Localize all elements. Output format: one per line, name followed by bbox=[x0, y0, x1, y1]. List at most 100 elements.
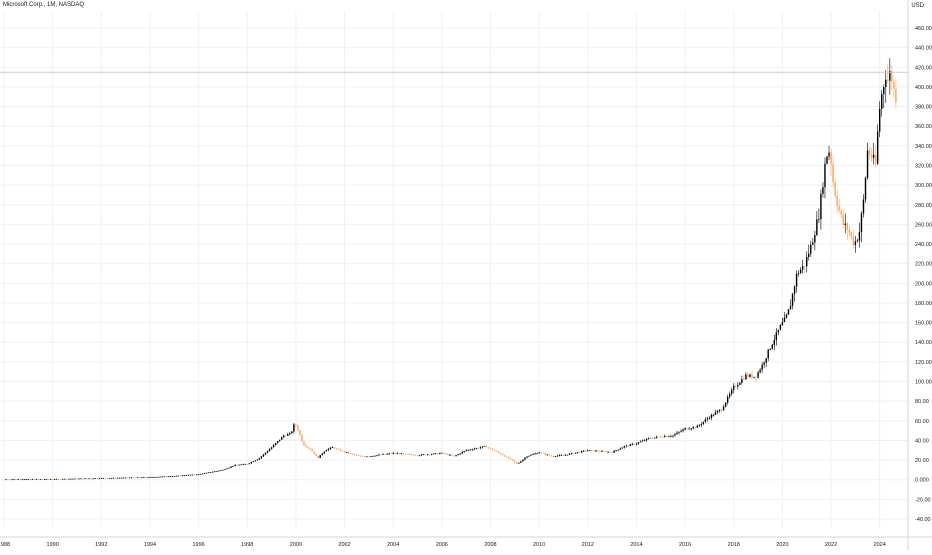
candle-body bbox=[465, 450, 467, 452]
candle-body bbox=[270, 447, 273, 450]
x-tick-label: 2012 bbox=[582, 542, 594, 548]
x-tick-label: 2006 bbox=[436, 542, 448, 548]
candle-body bbox=[716, 410, 719, 413]
candle-body bbox=[325, 450, 328, 452]
y-tick-label: 20.00 bbox=[915, 458, 929, 464]
candle-body bbox=[100, 478, 103, 479]
candle-body bbox=[35, 479, 38, 480]
candle-body bbox=[29, 479, 32, 480]
candle-body bbox=[151, 476, 153, 478]
candle-body bbox=[291, 431, 293, 434]
candle-body bbox=[812, 242, 814, 245]
candle-body bbox=[759, 369, 761, 373]
candle-body bbox=[404, 453, 407, 455]
candle-body bbox=[724, 402, 727, 407]
candle-body bbox=[589, 450, 591, 451]
candle-body bbox=[19, 479, 21, 481]
y-tick-label: -40.00 bbox=[915, 517, 931, 523]
candle-body bbox=[714, 412, 717, 415]
candle-body bbox=[43, 479, 46, 480]
candle-body bbox=[615, 450, 617, 452]
candle-body bbox=[528, 455, 530, 457]
candle-body bbox=[264, 452, 267, 455]
candle-body bbox=[820, 193, 822, 220]
candle-body bbox=[141, 477, 143, 479]
candle-body bbox=[583, 450, 585, 452]
candle-body bbox=[62, 478, 64, 480]
candle-body bbox=[374, 455, 376, 457]
candle-body bbox=[205, 472, 208, 474]
candle-body bbox=[220, 470, 222, 472]
chart-title: Microsoft Corp., 1M, NASDAQ bbox=[3, 2, 85, 8]
candle-body bbox=[617, 449, 619, 451]
candle-body bbox=[147, 477, 149, 479]
x-tick-label: 2020 bbox=[776, 542, 788, 548]
candle-body bbox=[351, 453, 354, 455]
candle-body bbox=[656, 436, 658, 438]
candle-body bbox=[358, 455, 360, 457]
candle-body bbox=[737, 384, 739, 387]
candle-body bbox=[688, 428, 690, 430]
candle-body bbox=[25, 479, 28, 480]
candle-body bbox=[883, 87, 885, 95]
candle-body bbox=[459, 453, 461, 455]
candle-body bbox=[305, 445, 307, 447]
candle-body bbox=[159, 476, 161, 478]
candle-body bbox=[175, 475, 178, 477]
candle-body bbox=[789, 305, 792, 310]
candle-body bbox=[258, 458, 261, 460]
candle-body bbox=[514, 460, 516, 463]
candle-body bbox=[327, 448, 330, 451]
x-tick-label: 2004 bbox=[387, 542, 399, 548]
candle-body bbox=[793, 286, 796, 294]
candle-body bbox=[179, 475, 182, 477]
candle-body bbox=[287, 434, 289, 436]
candle-body bbox=[491, 448, 494, 450]
candle-body bbox=[862, 199, 865, 214]
candle-body bbox=[137, 477, 139, 479]
candle-body bbox=[412, 454, 415, 456]
candle-body bbox=[653, 437, 656, 439]
candle-body bbox=[222, 469, 224, 471]
candle-body bbox=[467, 449, 469, 451]
candle-body bbox=[891, 70, 893, 82]
candle-body bbox=[785, 314, 788, 318]
candle-body bbox=[76, 478, 78, 480]
candle-body bbox=[623, 446, 625, 448]
candle-body bbox=[167, 476, 169, 478]
candle-body bbox=[208, 472, 210, 474]
candle-body bbox=[816, 219, 818, 236]
candle-body bbox=[402, 453, 405, 455]
candle-body bbox=[380, 454, 382, 456]
candle-body bbox=[576, 452, 579, 453]
candle-body bbox=[856, 240, 859, 242]
candle-body bbox=[763, 362, 765, 365]
candle-body bbox=[704, 419, 707, 422]
candle-body bbox=[49, 479, 52, 480]
candle-body bbox=[331, 447, 334, 448]
candle-body bbox=[666, 436, 668, 437]
candle-body bbox=[874, 154, 877, 164]
candle-body bbox=[84, 478, 86, 480]
y-tick-label: 460.00 bbox=[915, 26, 932, 32]
candle-body bbox=[842, 214, 844, 225]
candle-body bbox=[143, 477, 145, 478]
candle-body bbox=[810, 244, 812, 254]
candle-body bbox=[238, 464, 240, 466]
candle-body bbox=[708, 417, 711, 419]
candle-body bbox=[495, 450, 498, 452]
candle-body bbox=[370, 456, 372, 457]
y-tick-label: 120.00 bbox=[915, 360, 932, 366]
candle-body bbox=[224, 469, 226, 471]
candle-body bbox=[568, 453, 571, 455]
candle-body bbox=[104, 478, 107, 479]
candle-body bbox=[228, 467, 230, 469]
candle-body bbox=[7, 479, 9, 481]
candle-body bbox=[597, 450, 599, 452]
candle-body bbox=[530, 454, 532, 456]
candle-body bbox=[218, 470, 220, 472]
candle-body bbox=[698, 425, 701, 426]
candle-body bbox=[126, 477, 129, 479]
